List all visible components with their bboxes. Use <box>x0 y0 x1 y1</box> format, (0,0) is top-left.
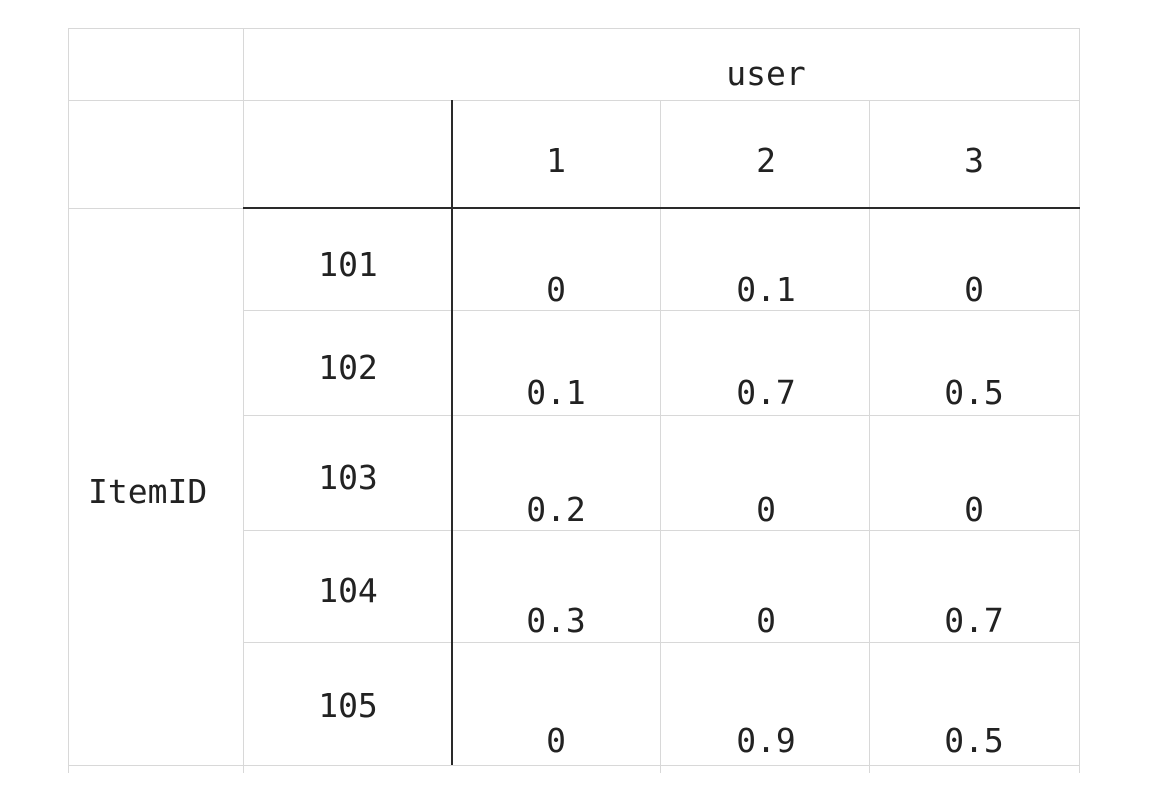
score-cell: 0 <box>546 270 566 309</box>
grid-line <box>68 100 1080 101</box>
grid-line <box>243 310 1080 311</box>
grid-line <box>243 642 1080 643</box>
grid-line <box>68 208 244 209</box>
score-cell: 0 <box>756 601 776 640</box>
user-column-header: user <box>726 54 806 93</box>
score-cell: 0.9 <box>736 721 796 760</box>
score-cell: 0 <box>964 490 984 529</box>
grid-line <box>68 28 69 773</box>
item-id-cell: 104 <box>318 571 378 610</box>
header-separator-horizontal <box>243 207 1080 209</box>
grid-line <box>243 415 1080 416</box>
user-id-cell: 2 <box>756 141 776 180</box>
grid-line <box>243 28 244 773</box>
grid-line <box>1079 28 1080 773</box>
user-id-cell: 3 <box>964 141 984 180</box>
itemid-row-header: ItemID <box>88 472 208 511</box>
score-cell: 0.5 <box>944 373 1004 412</box>
header-separator-vertical <box>451 100 453 765</box>
item-id-cell: 103 <box>318 458 378 497</box>
score-cell: 0.1 <box>736 270 796 309</box>
grid-line <box>68 28 1080 29</box>
grid-line <box>869 100 870 773</box>
item-id-cell: 101 <box>318 245 378 284</box>
score-cell: 0.2 <box>526 490 586 529</box>
user-id-cell: 1 <box>546 141 566 180</box>
score-cell: 0.1 <box>526 373 586 412</box>
score-cell: 0.7 <box>736 373 796 412</box>
score-cell: 0 <box>964 270 984 309</box>
score-cell: 0.5 <box>944 721 1004 760</box>
grid-line <box>68 765 1080 766</box>
score-cell: 0 <box>546 721 566 760</box>
item-id-cell: 102 <box>318 348 378 387</box>
item-id-cell: 105 <box>318 686 378 725</box>
score-cell: 0 <box>756 490 776 529</box>
score-cell: 0.3 <box>526 601 586 640</box>
grid-line <box>660 100 661 773</box>
score-cell: 0.7 <box>944 601 1004 640</box>
grid-line <box>243 530 1080 531</box>
